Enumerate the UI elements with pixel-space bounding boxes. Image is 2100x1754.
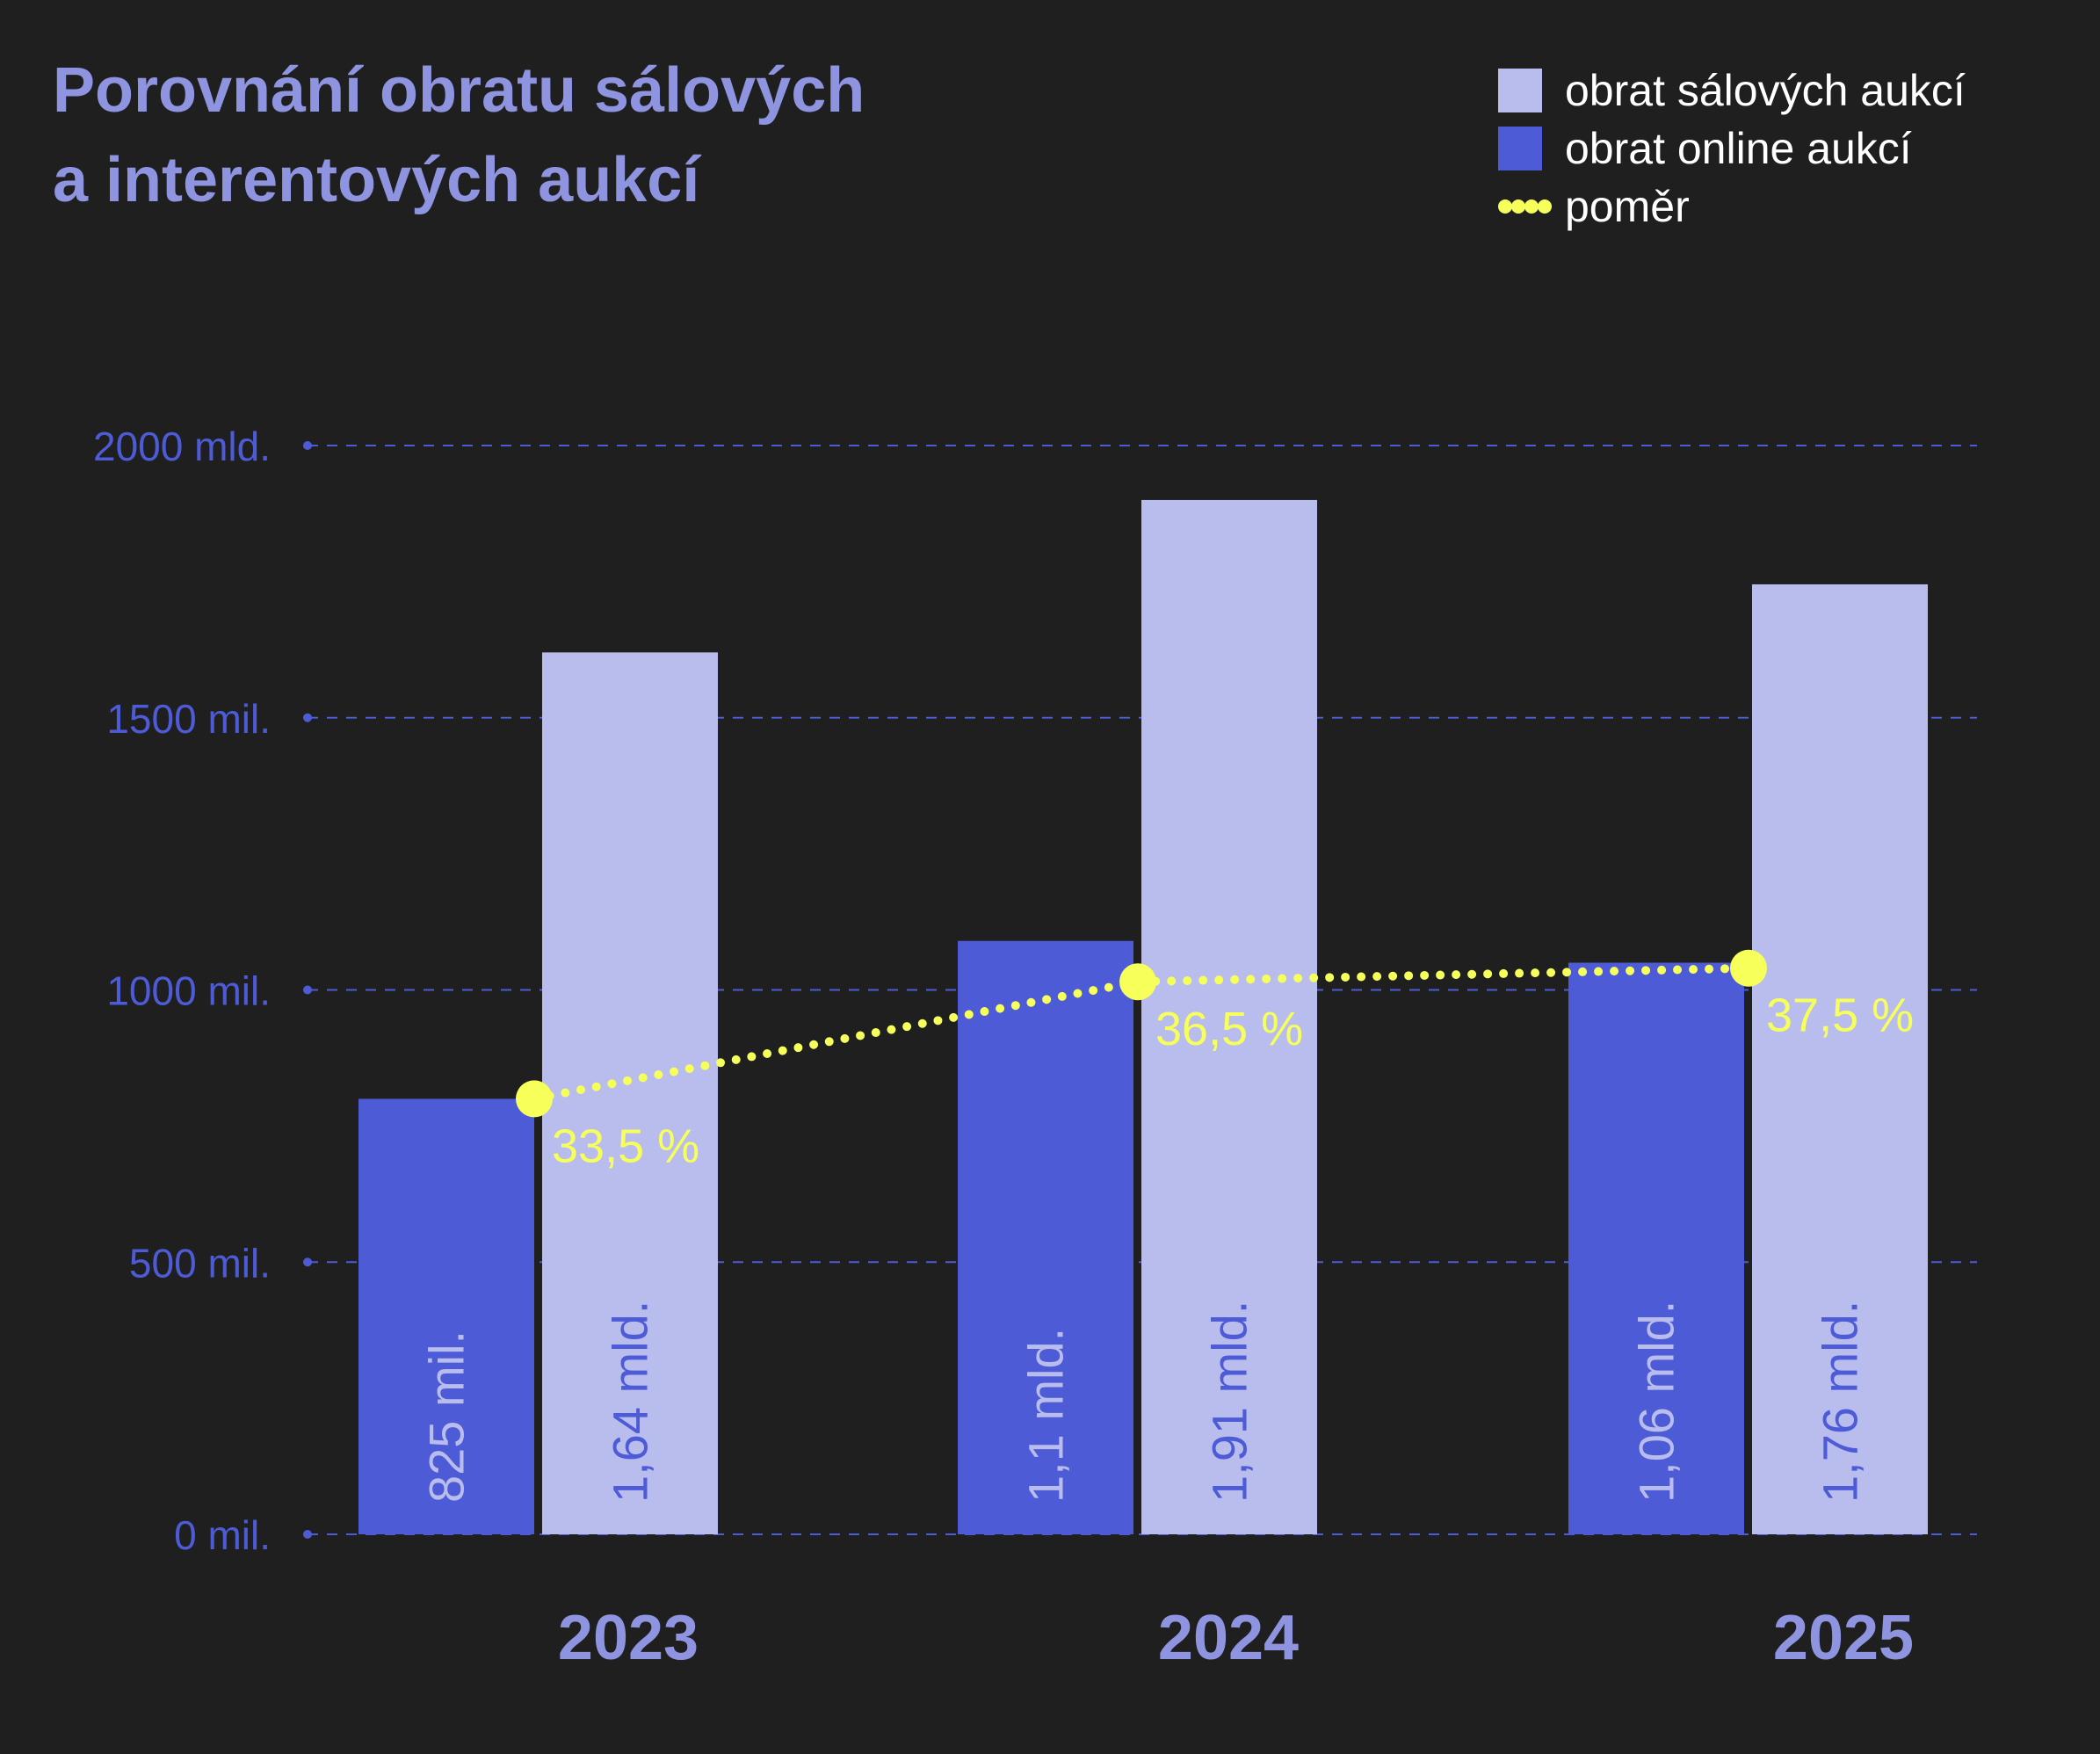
bar-online-2024 bbox=[958, 940, 1133, 1534]
title-line-1: Porovnání obratu sálových bbox=[53, 55, 865, 126]
ratio-point bbox=[1730, 949, 1767, 987]
y-tick-label: 1500 mil. bbox=[106, 696, 271, 742]
bar-hall-2025 bbox=[1752, 583, 1928, 1535]
grid-dot-2 bbox=[303, 985, 312, 995]
bar-value-label: 1,91 mld. bbox=[1202, 1301, 1257, 1503]
grid-dot-3 bbox=[303, 713, 312, 722]
grid-dot-0 bbox=[303, 1530, 312, 1539]
title-line-2: a interentových aukcí bbox=[53, 145, 700, 215]
legend-item-online: obrat online aukcí bbox=[1498, 120, 1966, 178]
legend: obrat sálových aukcí obrat online aukcí … bbox=[1498, 62, 1966, 236]
bar-value-label: 1,76 mld. bbox=[1813, 1301, 1868, 1503]
bar-value-label: 1,06 mld. bbox=[1629, 1301, 1684, 1503]
legend-dots-icon bbox=[1498, 198, 1553, 215]
x-tick-label-2023: 2023 bbox=[558, 1603, 699, 1673]
legend-label-hall: obrat sálových aukcí bbox=[1565, 66, 1966, 115]
x-tick-label-2025: 2025 bbox=[1773, 1603, 1914, 1673]
legend-item-ratio: poměr bbox=[1498, 178, 1966, 236]
bar-value-label: 825 mil. bbox=[419, 1330, 474, 1503]
ratio-point bbox=[516, 1080, 553, 1118]
bar-value-label: 1,64 mld. bbox=[603, 1301, 658, 1503]
chart-title: Porovnání obratu sálových a interentovýc… bbox=[53, 46, 1107, 225]
bar-online-2025 bbox=[1568, 962, 1744, 1534]
y-tick-label: 0 mil. bbox=[174, 1512, 271, 1558]
grid-dot-4 bbox=[303, 441, 312, 450]
x-tick-label-2024: 2024 bbox=[1158, 1603, 1299, 1673]
legend-label-online: obrat online aukcí bbox=[1565, 124, 1912, 173]
y-tick-label: 2000 mld. bbox=[93, 424, 271, 469]
bar-hall-2024 bbox=[1141, 499, 1317, 1535]
ratio-label: 37,5 % bbox=[1766, 989, 1914, 1042]
ratio-label: 36,5 % bbox=[1155, 1003, 1303, 1055]
bar-value-label: 1,1 mld. bbox=[1018, 1328, 1074, 1503]
bar-hall-2023 bbox=[542, 652, 718, 1534]
y-tick-label: 500 mil. bbox=[129, 1240, 271, 1286]
legend-label-ratio: poměr bbox=[1565, 182, 1690, 231]
ratio-point bbox=[1119, 963, 1156, 1001]
legend-item-hall: obrat sálových aukcí bbox=[1498, 62, 1966, 120]
ratio-label: 33,5 % bbox=[552, 1120, 699, 1172]
legend-swatch-hall bbox=[1498, 69, 1542, 112]
y-tick-label: 1000 mil. bbox=[106, 968, 271, 1014]
grid-dot-1 bbox=[303, 1258, 312, 1267]
legend-swatch-online bbox=[1498, 127, 1542, 170]
bar-online-2023 bbox=[358, 1098, 534, 1534]
